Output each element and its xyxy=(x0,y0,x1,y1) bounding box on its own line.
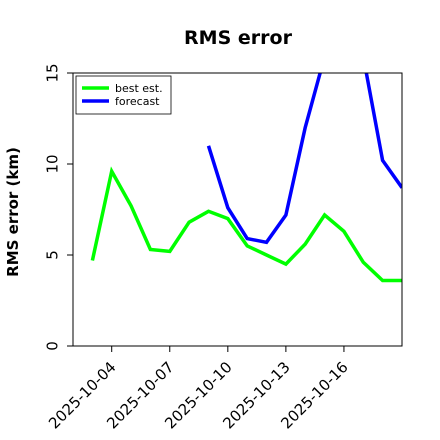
y-axis-label: RMS error (km) xyxy=(4,147,22,277)
plot-frame xyxy=(72,72,403,347)
series-line-best-est xyxy=(90,166,402,283)
series-line-forecast xyxy=(206,73,402,245)
y-tick-label: 15 xyxy=(43,63,61,82)
plot-area: 0510152025-10-042025-10-072025-10-102025… xyxy=(43,63,403,432)
legend-box xyxy=(75,75,172,115)
legend-entry-label: forecast xyxy=(115,95,160,108)
legend-entry-label: best est. xyxy=(115,82,163,95)
y-tick-label: 5 xyxy=(43,250,61,260)
legend: best est.forecast xyxy=(75,75,172,115)
chart-title: RMS error xyxy=(184,27,293,49)
y-tick-label: 10 xyxy=(43,154,61,173)
y-tick-label: 0 xyxy=(43,341,61,351)
